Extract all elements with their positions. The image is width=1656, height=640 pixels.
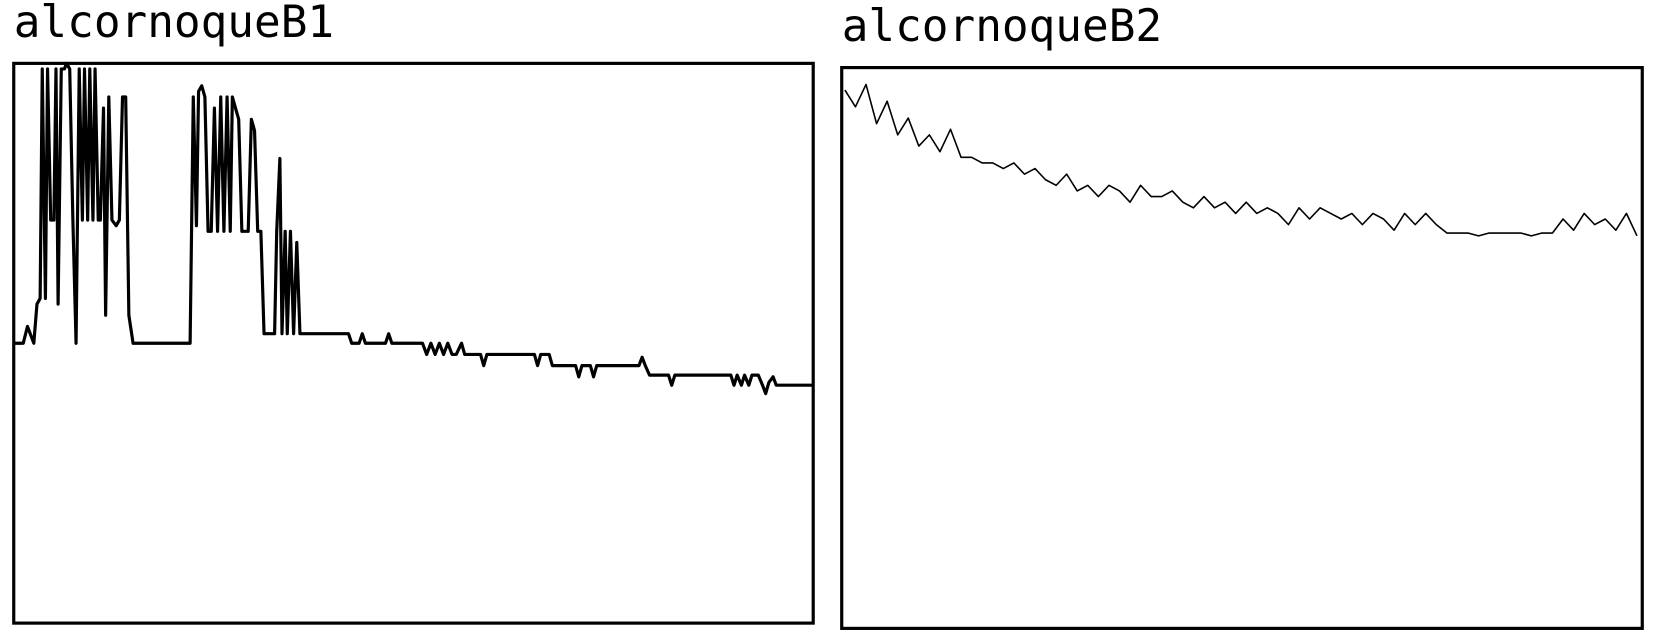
plot-frame bbox=[840, 66, 1644, 630]
data-line bbox=[844, 83, 1638, 237]
chart-title: alcornoqueB1 bbox=[14, 0, 334, 48]
chart-title: alcornoqueB2 bbox=[842, 1, 1162, 52]
data-line bbox=[13, 61, 814, 396]
